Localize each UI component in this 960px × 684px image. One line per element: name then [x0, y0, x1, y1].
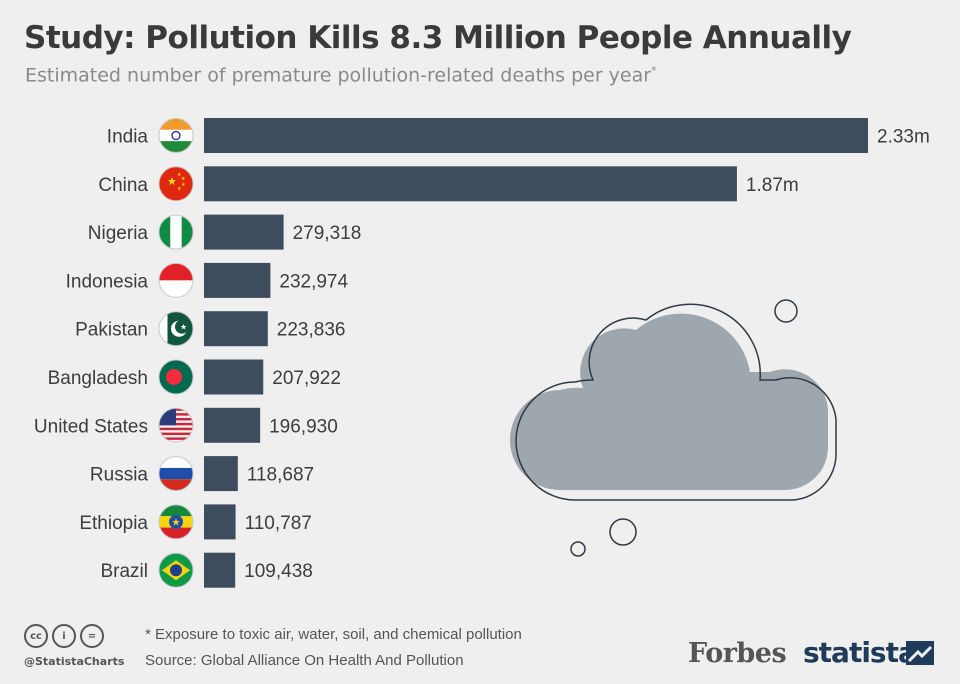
- value-label: 223,836: [277, 320, 346, 341]
- cloud-illustration: [510, 299, 837, 557]
- bar-row: Russia 118,687: [90, 456, 314, 492]
- chart-title: Study: Pollution Kills 8.3 Million Peopl…: [24, 20, 852, 56]
- statista-logo[interactable]: statista: [803, 636, 917, 669]
- bar: [204, 311, 268, 347]
- pakistan-flag-icon: ★: [158, 311, 194, 347]
- svg-text:★: ★: [181, 182, 186, 188]
- license-icons: cc i =: [24, 624, 104, 648]
- category-label: Russia: [90, 465, 149, 486]
- category-label: Pakistan: [75, 320, 148, 341]
- bar-row: China ★ ★★★★ 1.87m: [98, 166, 799, 202]
- india-flag-icon: [158, 118, 194, 153]
- bar: [204, 407, 261, 443]
- ethiopia-flag-icon: ★: [158, 504, 194, 540]
- svg-text:★: ★: [177, 186, 182, 192]
- attribution-icon[interactable]: i: [52, 624, 76, 648]
- bar: [204, 552, 236, 588]
- footnote: * Exposure to toxic air, water, soil, an…: [145, 626, 522, 643]
- category-label: Nigeria: [88, 223, 149, 244]
- svg-text:★: ★: [181, 176, 186, 182]
- category-label: Bangladesh: [48, 368, 148, 389]
- nigeria-flag-icon: [158, 214, 194, 250]
- forbes-logo[interactable]: Forbes: [688, 638, 787, 669]
- subtitle-footnote-marker: *: [651, 64, 657, 77]
- bangladesh-flag-icon: [158, 359, 194, 395]
- bar: [204, 166, 737, 202]
- source-note: Source: Global Alliance On Health And Po…: [145, 652, 464, 669]
- category-label: Brazil: [100, 561, 148, 582]
- brazil-flag-icon: [158, 552, 194, 588]
- cloud-shadow-shape: [510, 313, 828, 490]
- bar: [204, 456, 238, 492]
- svg-text:★: ★: [172, 517, 181, 528]
- indonesia-flag-icon: [158, 262, 194, 298]
- bar: [204, 262, 271, 298]
- value-label: 109,438: [244, 561, 313, 582]
- category-label: United States: [34, 416, 148, 437]
- svg-text:★: ★: [167, 175, 177, 188]
- value-label: 232,974: [279, 271, 348, 292]
- united-states-flag-icon: [158, 407, 194, 443]
- twitter-handle[interactable]: @StatistaCharts: [24, 655, 125, 668]
- value-label: 110,787: [245, 513, 312, 534]
- value-label: 1.87m: [746, 175, 799, 196]
- china-flag-icon: ★ ★★★★: [158, 166, 194, 202]
- category-label: China: [98, 175, 148, 196]
- category-label: Indonesia: [66, 271, 149, 292]
- thought-bubble-medium: [609, 518, 637, 546]
- value-label: 207,922: [272, 368, 341, 389]
- bar-row: India 2.33m: [107, 118, 930, 153]
- cloud-outline-shape: [515, 303, 837, 501]
- bar: [204, 214, 284, 250]
- bar-row: Bangladesh 207,922: [48, 359, 341, 395]
- statista-logo-icon: [906, 641, 934, 665]
- svg-text:★: ★: [177, 172, 182, 178]
- russia-flag-icon: [158, 456, 194, 492]
- category-label: India: [107, 127, 149, 148]
- value-label: 196,930: [269, 416, 338, 437]
- bar-row: Brazil 109,438: [100, 552, 313, 588]
- bar-row: Pakistan ★ 223,836: [75, 311, 346, 347]
- bar-row: United States 196,930: [34, 407, 338, 443]
- category-label: Ethiopia: [79, 513, 148, 534]
- bar: [204, 118, 868, 153]
- svg-text:★: ★: [180, 323, 187, 332]
- value-label: 279,318: [293, 223, 362, 244]
- bar-row: Indonesia 232,974: [66, 262, 349, 298]
- creative-commons-icon[interactable]: cc: [24, 624, 48, 648]
- value-label: 118,687: [247, 465, 314, 486]
- chart-subtitle: Estimated number of premature pollution-…: [25, 64, 657, 86]
- value-label: 2.33m: [877, 127, 930, 148]
- bar-row: Ethiopia ★ 110,787: [79, 504, 312, 540]
- thought-bubble-large: [774, 299, 798, 323]
- bar: [204, 504, 236, 540]
- subtitle-text: Estimated number of premature pollution-…: [25, 64, 652, 87]
- thought-bubble-small: [570, 541, 586, 557]
- bar-row: Nigeria 279,318: [88, 214, 362, 250]
- bar: [204, 359, 264, 395]
- no-derivatives-icon[interactable]: =: [80, 624, 104, 648]
